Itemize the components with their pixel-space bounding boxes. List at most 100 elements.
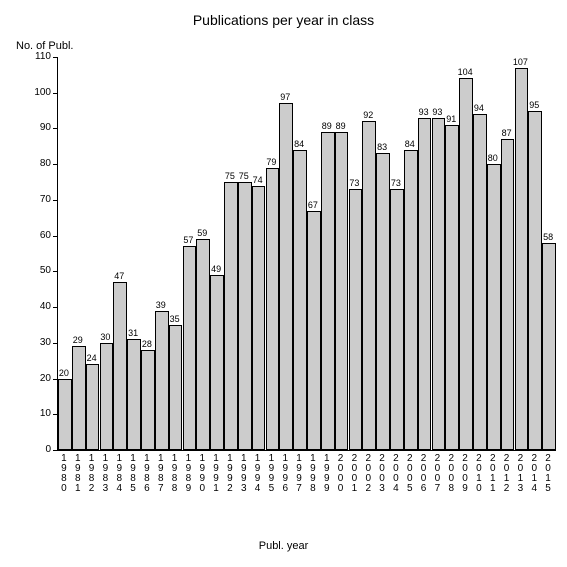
bar-value-label: 93 [419, 107, 429, 117]
bar [321, 132, 335, 450]
x-tick-label: 1989 [182, 454, 196, 494]
y-tick-mark [53, 57, 57, 58]
y-tick-mark [53, 307, 57, 308]
bar [210, 275, 224, 450]
bar [100, 343, 114, 450]
x-tick-label: 1984 [112, 454, 126, 494]
bar-value-label: 83 [377, 142, 387, 152]
bar-value-label: 79 [266, 157, 276, 167]
x-tick-label: 1997 [292, 454, 306, 494]
y-tick-mark [53, 164, 57, 165]
bar-value-label: 92 [363, 110, 373, 120]
x-tick-label: 2011 [486, 454, 500, 494]
bar [473, 114, 487, 450]
bar [155, 311, 169, 450]
x-tick-label: 1992 [223, 454, 237, 494]
bar [141, 350, 155, 450]
x-tick-label: 2002 [361, 454, 375, 494]
y-tick-label: 110 [35, 51, 51, 62]
x-tick-label: 1988 [168, 454, 182, 494]
x-tick-label: 1985 [126, 454, 140, 494]
x-tick-label: 2015 [541, 454, 555, 494]
bar [487, 164, 501, 450]
bar [515, 68, 529, 450]
x-tick-label: 1996 [278, 454, 292, 494]
bar [196, 239, 210, 450]
bar-value-label: 20 [59, 368, 69, 378]
bar-value-label: 49 [211, 264, 221, 274]
y-tick-label: 70 [40, 194, 51, 205]
bar [376, 153, 390, 450]
x-tick-label: 1987 [154, 454, 168, 494]
bar-value-label: 97 [280, 92, 290, 102]
bar-value-label: 87 [502, 128, 512, 138]
y-tick-label: 90 [40, 122, 51, 133]
plot-area [57, 57, 556, 451]
x-tick-label: 2013 [514, 454, 528, 494]
bar [390, 189, 404, 450]
y-tick-mark [53, 379, 57, 380]
bar-value-label: 89 [336, 121, 346, 131]
chart-container: Publications per year in class No. of Pu… [0, 0, 567, 567]
bar [224, 182, 238, 450]
x-tick-label: 2003 [375, 454, 389, 494]
bar [404, 150, 418, 450]
y-tick-label: 80 [40, 158, 51, 169]
bar-value-label: 28 [142, 339, 152, 349]
x-tick-label: 1986 [140, 454, 154, 494]
bar-value-label: 35 [170, 314, 180, 324]
bar [542, 243, 556, 450]
bar-value-label: 84 [405, 139, 415, 149]
x-tick-label: 2001 [348, 454, 362, 494]
y-tick-mark [53, 414, 57, 415]
bar-value-label: 95 [529, 100, 539, 110]
x-tick-label: 2006 [417, 454, 431, 494]
bar-value-label: 39 [156, 300, 166, 310]
chart-title: Publications per year in class [0, 12, 567, 28]
x-axis-title: Publ. year [0, 540, 567, 552]
y-tick-mark [53, 93, 57, 94]
bar-value-label: 84 [294, 139, 304, 149]
bar-value-label: 73 [391, 178, 401, 188]
bar [432, 118, 446, 450]
bar [501, 139, 515, 450]
bar-value-label: 94 [474, 103, 484, 113]
bar-value-label: 57 [183, 235, 193, 245]
bar-value-label: 104 [458, 67, 473, 77]
x-tick-label: 2008 [444, 454, 458, 494]
bar [335, 132, 349, 450]
y-tick-mark [53, 200, 57, 201]
y-tick-mark [53, 343, 57, 344]
x-tick-label: 2000 [334, 454, 348, 494]
bar [72, 346, 86, 450]
x-tick-label: 1980 [57, 454, 71, 494]
bar-value-label: 31 [128, 328, 138, 338]
x-tick-label: 1998 [306, 454, 320, 494]
bar-value-label: 59 [197, 228, 207, 238]
bar [252, 186, 266, 450]
y-tick-mark [53, 450, 57, 451]
y-tick-label: 30 [40, 337, 51, 348]
x-tick-label: 2012 [500, 454, 514, 494]
bar-value-label: 29 [73, 335, 83, 345]
y-tick-mark [53, 128, 57, 129]
bar-value-label: 67 [308, 200, 318, 210]
x-tick-label: 1999 [320, 454, 334, 494]
bar [238, 182, 252, 450]
bar-value-label: 24 [87, 353, 97, 363]
bar-value-label: 73 [349, 178, 359, 188]
x-tick-label: 2004 [389, 454, 403, 494]
bar-value-label: 47 [114, 271, 124, 281]
bar [349, 189, 363, 450]
y-tick-label: 50 [40, 265, 51, 276]
x-tick-label: 1990 [195, 454, 209, 494]
bar-value-label: 89 [322, 121, 332, 131]
y-tick-mark [53, 271, 57, 272]
bar [459, 78, 473, 450]
bar-value-label: 91 [446, 114, 456, 124]
bar [127, 339, 141, 450]
x-tick-label: 2005 [403, 454, 417, 494]
y-tick-label: 10 [40, 408, 51, 419]
bar-value-label: 58 [543, 232, 553, 242]
x-tick-label: 2007 [431, 454, 445, 494]
